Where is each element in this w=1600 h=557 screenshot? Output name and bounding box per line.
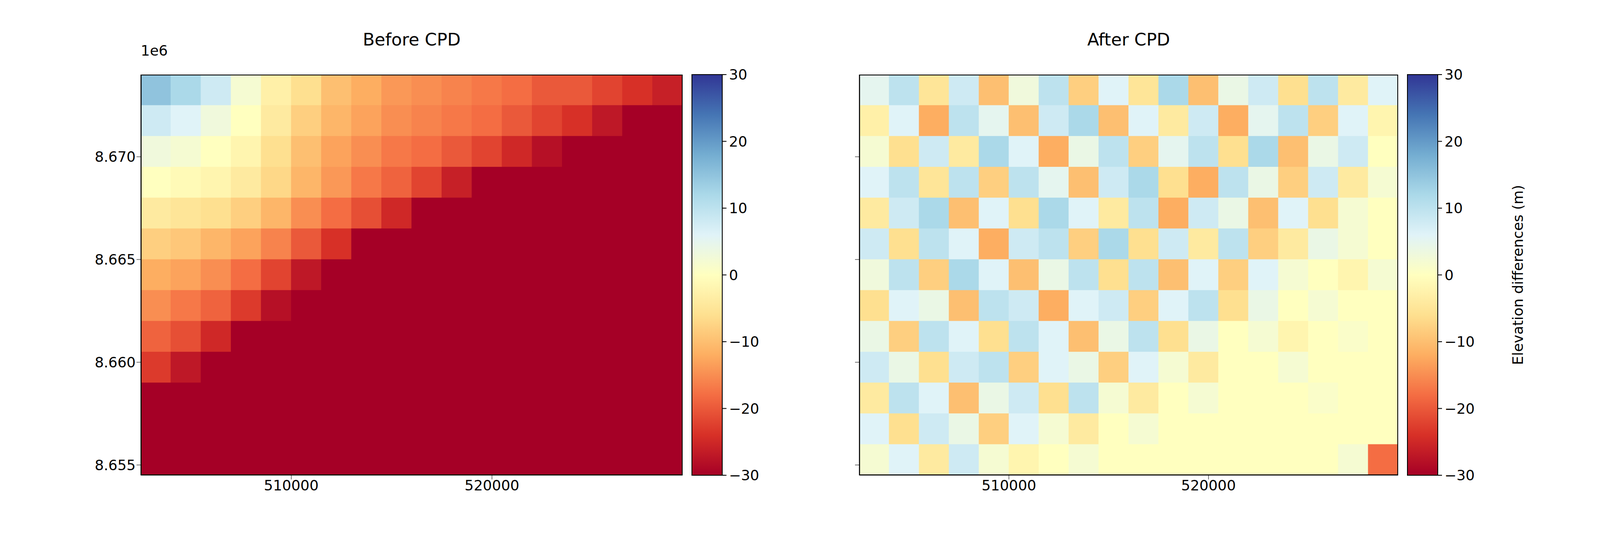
svg-text:−20: −20 (728, 400, 760, 418)
svg-text:510000: 510000 (263, 477, 319, 494)
svg-text:10: 10 (728, 199, 748, 217)
svg-text:510000: 510000 (981, 477, 1037, 494)
html-text:1e6: 1e6 (140, 42, 168, 59)
svg-text:8.670: 8.670 (94, 148, 136, 166)
svg-text:30: 30 (1444, 66, 1463, 84)
svg-text:8.655: 8.655 (94, 456, 136, 474)
svg-text:0: 0 (1444, 266, 1454, 284)
svg-text:10: 10 (1444, 199, 1463, 217)
svg-text:−10: −10 (1444, 333, 1475, 351)
svg-text:20: 20 (1444, 133, 1463, 151)
svg-text:30: 30 (728, 66, 748, 84)
svg-text:−30: −30 (728, 466, 760, 484)
svg-text:20: 20 (728, 133, 748, 151)
html-text:After CPD: After CPD (1087, 29, 1171, 50)
svg-text:520000: 520000 (1181, 477, 1236, 494)
svg-text:Elevation differences (m): Elevation differences (m) (1509, 184, 1527, 366)
svg-text:−10: −10 (728, 333, 760, 351)
html-text:Before CPD: Before CPD (362, 29, 461, 50)
svg-text:0: 0 (728, 266, 739, 284)
svg-text:−30: −30 (1444, 466, 1475, 484)
svg-text:−20: −20 (1444, 400, 1475, 418)
svg-text:8.665: 8.665 (94, 251, 136, 269)
svg-text:8.660: 8.660 (94, 353, 136, 371)
svg-text:520000: 520000 (464, 477, 520, 494)
